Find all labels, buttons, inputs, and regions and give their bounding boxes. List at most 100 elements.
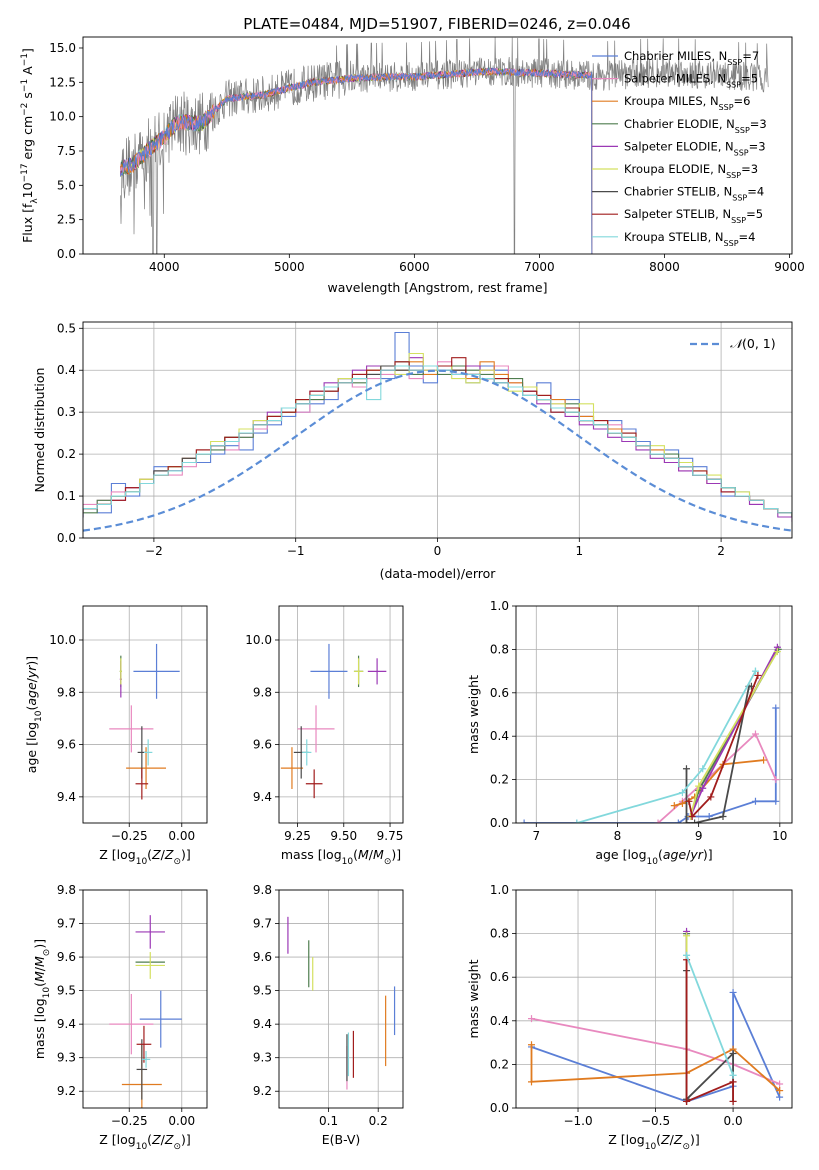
mass-weight-marker [719, 812, 727, 820]
mass-weight-marker [776, 1087, 784, 1095]
plot-area [520, 643, 782, 823]
x-axis-label: (data-model)/error [380, 566, 497, 581]
mass-weight-marker [751, 797, 759, 805]
mass-vs-metallicity-panel: −0.25 0.00 9.2 9.3 9.4 9.5 9.6 9.7 9.8 Z [log10(Z… [32, 883, 208, 1152]
tick-label-y: 9.2 [57, 1084, 76, 1098]
y-axis-label: mass weight [466, 959, 481, 1038]
mass-weight-marker [528, 1041, 536, 1049]
tick-label-y: 0.0 [57, 247, 76, 261]
figure-title: PLATE=0484, MJD=51907, FIBERID=0246, z=0… [243, 15, 630, 33]
mass-weight-marker [528, 1015, 536, 1023]
plot-frame [278, 889, 404, 1109]
mass-weight-marker [773, 648, 781, 656]
x-axis-label: Z [log10(Z/Z⊙)] [99, 1132, 191, 1152]
tick-label-y: 0.4 [490, 1014, 509, 1028]
tick-label-y: 0.2 [490, 773, 509, 787]
tick-label-y: 0.0 [57, 531, 76, 545]
tick-label-y: 0.2 [57, 447, 76, 461]
y-axis-label: Flux [fλ10−17 erg cm−2 s−1 A−1] [20, 48, 40, 243]
mass-weight-marker [772, 797, 780, 805]
plot-area [109, 643, 180, 800]
mass-weight-marker [729, 1050, 737, 1057]
plot-area [83, 331, 792, 532]
mass-weight-vs-age-panel: 7 8 9 10 0.0 0.2 0.4 0.6 0.8 1.0 age [log10(age/yr… [466, 599, 793, 867]
tick-label-y: 9.4 [57, 790, 76, 804]
tick-label-y: 9.5 [253, 984, 272, 998]
tick-label-y: 9.8 [57, 883, 76, 897]
tick-label-x: 4000 [149, 260, 180, 274]
mass-weight-marker [729, 1097, 737, 1105]
mass-weight-marker [760, 756, 768, 764]
age-vs-mass-panel: 9.25 9.50 9.75 9.4 9.6 9.8 10.0 mass [log10(M/M… [245, 605, 404, 867]
mass-weight-marker [683, 1097, 691, 1105]
plot-area [120, 37, 769, 254]
mass-weight-marker [674, 819, 682, 823]
mass-weight-marker [772, 704, 780, 712]
tick-label-y: 0.2 [490, 1057, 509, 1071]
tick-label-y: 9.7 [57, 917, 76, 931]
tick-label-y: 2.5 [57, 213, 76, 227]
mass-weight-marker [678, 789, 686, 797]
mass-weight-marker [685, 797, 693, 805]
plot-area [109, 915, 182, 1108]
tick-label-y: 9.3 [253, 1051, 272, 1065]
tick-label-y: 9.6 [253, 950, 272, 964]
legend-entry: 𝒩(0, 1) [730, 336, 776, 351]
legend-entry: Salpeter STELIB, NSSP=5 [624, 207, 763, 225]
tick-label-x: 9.50 [330, 829, 357, 843]
normal-curve [83, 369, 792, 532]
mass-weight-marker [751, 667, 759, 675]
tick-label-y: 9.3 [57, 1051, 76, 1065]
mass-weight-marker [729, 988, 737, 996]
mass-weight-marker [707, 793, 715, 801]
tick-label-y: 1.0 [490, 599, 509, 613]
tick-label-x: 0.00 [168, 829, 195, 843]
plot-area [287, 916, 396, 1090]
tick-label-y: 1.0 [490, 883, 509, 897]
plot-frame [82, 36, 793, 255]
tick-label-x: 0 [434, 544, 442, 558]
tick-label-y: 9.6 [253, 738, 272, 752]
tick-label-x: 0.00 [168, 1114, 195, 1128]
tick-label-x: −1 [287, 544, 305, 558]
tick-label-y: 0.4 [57, 363, 76, 377]
mass-weight-vs-metallicity-panel: −1.0 −0.5 0.0 0.0 0.2 0.4 0.6 0.8 1.0 Z [log10(Z/… [466, 883, 793, 1152]
x-axis-label: age [log10(age/yr)] [595, 847, 712, 867]
mass-weight-line [531, 1017, 780, 1085]
tick-label-x: 6000 [399, 260, 430, 274]
age-vs-metallicity-panel: −0.25 0.00 9.4 9.6 9.8 10.0 Z [log10(Z/Z⊙)] age… [24, 605, 208, 867]
tick-label-y: 9.4 [253, 790, 272, 804]
tick-label-y: 9.6 [57, 738, 76, 752]
mass-weight-marker [751, 730, 759, 738]
y-axis-label: mass weight [466, 675, 481, 754]
mass-weight-marker [520, 819, 528, 823]
mass-vs-ebv-panel: 0.1 0.2 9.2 9.3 9.4 9.5 9.6 9.7 9.8 E(B-V) [253, 883, 404, 1147]
tick-label-x: −0.25 [111, 829, 148, 843]
mass-weight-marker [699, 784, 707, 792]
mass-weight-marker [573, 819, 581, 823]
tick-label-y: 7.5 [57, 144, 76, 158]
mass-weight-marker [654, 819, 662, 823]
plot-frame [278, 605, 404, 824]
y-axis-label: age [log10(age/yr)] [24, 656, 44, 773]
tick-label-x: 0.2 [369, 1114, 388, 1128]
legend-entry: Chabrier STELIB, NSSP=4 [624, 185, 764, 203]
tick-label-x: −2 [145, 544, 163, 558]
tick-label-y: 0.3 [57, 405, 76, 419]
mass-weight-marker [683, 932, 691, 940]
tick-label-x: −0.25 [111, 1114, 148, 1128]
x-axis-label: mass [log10(M/M⊙)] [281, 847, 401, 867]
tick-label-y: 10.0 [245, 633, 272, 647]
plot-frame [82, 889, 208, 1109]
plot-area [528, 927, 784, 1105]
tick-label-x: 9.75 [377, 829, 404, 843]
tick-label-x: 9.25 [284, 829, 311, 843]
tick-label-y: 0.8 [490, 642, 509, 656]
tick-label-y: 9.8 [253, 883, 272, 897]
histogram-kroupa-stelib [83, 365, 792, 518]
observed-spectrum [120, 37, 769, 254]
legend-entry: Salpeter MILES, NSSP=5 [624, 72, 758, 90]
tick-label-x: 0.1 [319, 1114, 338, 1128]
tick-label-y: 9.4 [253, 1017, 272, 1031]
